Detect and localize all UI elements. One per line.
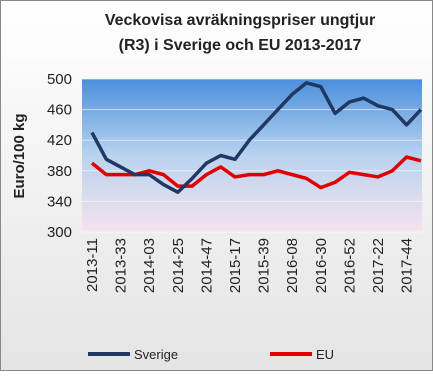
x-tick-label: 2016-08	[284, 238, 301, 293]
plot-area	[82, 79, 422, 232]
x-tick-label: 2014-03	[141, 238, 158, 293]
x-tick-label: 2013-33	[113, 238, 130, 293]
x-tick-label: 2014-47	[198, 238, 215, 293]
chart-title: (R3) i Sverige och EU 2013-2017	[119, 37, 362, 54]
x-tick-label: 2015-17	[227, 238, 244, 293]
y-axis-label: Euro/100 kg	[11, 113, 28, 198]
x-tick-label: 2016-52	[341, 238, 358, 293]
series-line	[90, 81, 423, 194]
y-tick-label: 500	[47, 71, 72, 88]
legend-label: Sverige	[134, 347, 178, 362]
y-tick-label: 300	[47, 224, 72, 241]
x-tick-label: 2016-30	[313, 238, 330, 293]
x-tick-label: 2017-22	[370, 238, 387, 293]
x-tick-label: 2015-39	[256, 238, 273, 293]
y-tick-label: 460	[47, 102, 72, 119]
y-tick-label: 380	[47, 163, 72, 180]
y-tick-label: 340	[47, 193, 72, 210]
series-line	[90, 155, 422, 190]
chart-title: Veckovisa avräkningspriser ungtjur	[105, 12, 375, 29]
x-tick-label: 2017-44	[399, 238, 416, 293]
y-tick-label: 420	[47, 132, 72, 149]
x-tick-label: 2013-11	[84, 238, 101, 292]
legend-label: EU	[316, 347, 334, 362]
x-tick-label: 2014-25	[170, 238, 187, 293]
